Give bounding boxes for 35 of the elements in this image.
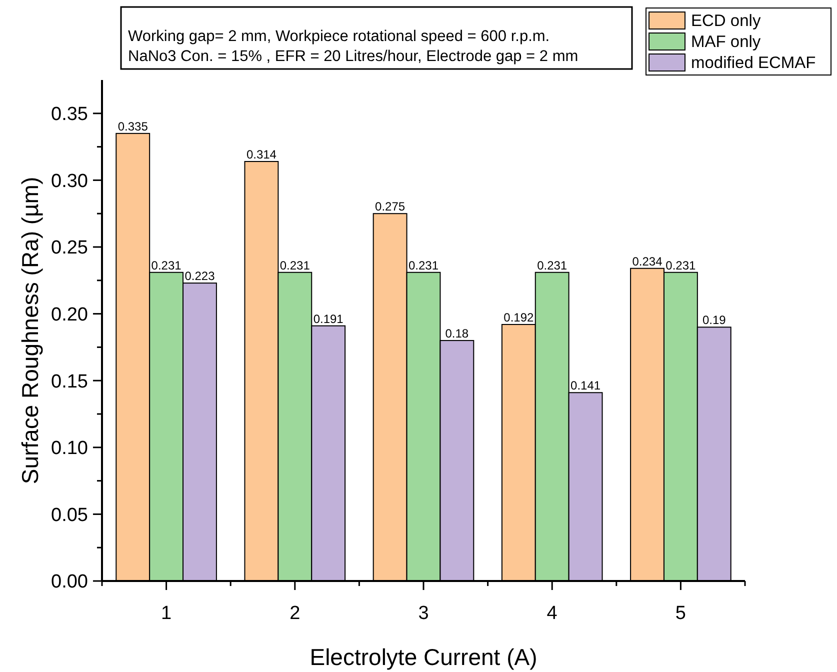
data-label: 0.141 bbox=[570, 378, 601, 393]
data-label: 0.314 bbox=[246, 147, 277, 162]
y-tick-label: 0.20 bbox=[51, 304, 88, 326]
x-tick-label: 1 bbox=[161, 603, 172, 624]
text: NaNo3 Con. = 15% , EFR = 20 Litres/hour, Electrode gap = 2 mm bbox=[128, 48, 578, 65]
y-tick-label: 0.00 bbox=[51, 572, 88, 593]
data-label: 0.234 bbox=[632, 254, 663, 268]
data-label: 0.191 bbox=[313, 312, 344, 326]
data-label: 0.231 bbox=[280, 258, 310, 272]
y-tick-label: 0.30 bbox=[51, 170, 88, 192]
data-label: 0.275 bbox=[375, 200, 406, 214]
y-tick-label: 0.25 bbox=[51, 238, 88, 259]
legend-label: MAF only bbox=[691, 33, 762, 51]
data-label: 0.231 bbox=[666, 258, 696, 272]
y-tick-label: 0.35 bbox=[51, 104, 88, 126]
y-axis-title: Surface Roughness (Ra) (µm) bbox=[17, 176, 44, 484]
x-tick-label: 2 bbox=[290, 603, 300, 624]
data-label: 0.223 bbox=[184, 269, 216, 284]
legend-label: ECD only bbox=[691, 12, 762, 30]
y-tick-label: 0.05 bbox=[51, 504, 88, 526]
data-label: 0.231 bbox=[408, 258, 439, 272]
text: Working gap= 2 mm, Workpiece rotational speed = 600 r.p.m. bbox=[128, 28, 550, 45]
x-tick-label: 5 bbox=[675, 603, 686, 624]
data-label: 0.18 bbox=[445, 326, 469, 341]
data-label: 0.231 bbox=[537, 258, 568, 272]
x-tick-label: 4 bbox=[546, 603, 558, 624]
data-label: 0.192 bbox=[504, 310, 534, 324]
legend-label: modified ECMAF bbox=[691, 54, 816, 72]
data-label: 0.335 bbox=[118, 119, 148, 134]
y-tick-label: 0.10 bbox=[51, 438, 88, 460]
data-label: 0.19 bbox=[702, 313, 726, 328]
data-label: 0.231 bbox=[151, 258, 182, 272]
y-tick-label: 0.15 bbox=[51, 371, 88, 392]
x-axis-title: Electrolyte Current (A) bbox=[310, 644, 538, 670]
x-tick-label: 3 bbox=[418, 603, 429, 624]
